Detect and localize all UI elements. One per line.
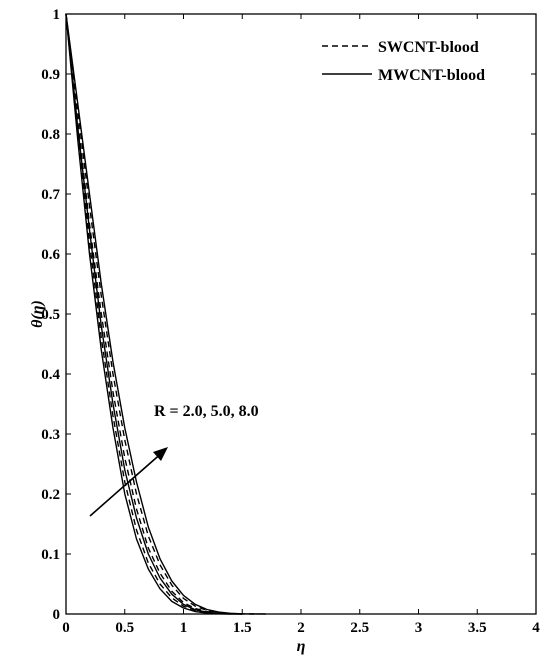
legend-label-swcnt: SWCNT-blood bbox=[378, 39, 479, 56]
y-tick-label: 0.3 bbox=[41, 427, 60, 443]
x-axis-label: η bbox=[297, 638, 306, 655]
x-tick-label: 2.5 bbox=[350, 620, 369, 636]
legend-label-mwcnt: MWCNT-blood bbox=[378, 67, 485, 84]
series-line-mwcnt-r2 bbox=[65, 13, 231, 615]
y-tick-label: 0.8 bbox=[41, 127, 60, 143]
annotation-arrowhead-icon bbox=[153, 447, 168, 461]
x-tick-label: 0 bbox=[62, 620, 70, 636]
y-tick-label: 0.6 bbox=[41, 247, 60, 263]
legend: SWCNT-blood MWCNT-blood bbox=[322, 39, 485, 84]
series-line-mwcnt-r5 bbox=[65, 13, 243, 615]
y-tick-label: 0.2 bbox=[41, 487, 60, 503]
plot-area bbox=[65, 13, 537, 615]
x-tick-label: 4 bbox=[532, 620, 540, 636]
x-tick-label: 0.5 bbox=[115, 620, 134, 636]
y-tick-label: 0.9 bbox=[41, 67, 60, 83]
x-tick-label: 1 bbox=[180, 620, 188, 636]
annotation-label: R = 2.0, 5.0, 8.0 bbox=[154, 403, 259, 420]
ticks-layer: 0 0.5 1 1.5 2 2.5 3 3.5 4 0 0.1 0.2 0.3 0.4 0.5 0.6 0.7 0… bbox=[41, 7, 540, 636]
x-tick-label: 3.5 bbox=[468, 620, 487, 636]
series-layer bbox=[65, 13, 266, 615]
y-tick-label: 0.7 bbox=[41, 187, 60, 203]
x-tick-label: 3 bbox=[415, 620, 423, 636]
y-tick-label: 0.5 bbox=[41, 307, 60, 323]
x-tick-label: 2 bbox=[297, 620, 305, 636]
y-tick-label: 0.1 bbox=[41, 547, 60, 563]
y-tick-label: 0.4 bbox=[41, 367, 60, 383]
series-line-swcnt-r5 bbox=[65, 13, 243, 615]
y-tick-label: 0 bbox=[53, 607, 61, 623]
y-axis-label: θ(η) bbox=[29, 300, 46, 328]
x-tick-label: 1.5 bbox=[233, 620, 252, 636]
y-tick-label: 1 bbox=[53, 7, 61, 23]
annotation-arrow bbox=[89, 450, 165, 517]
annotation-group: R = 2.0, 5.0, 8.0 bbox=[89, 403, 259, 517]
series-line-mwcnt-r8 bbox=[65, 13, 266, 615]
